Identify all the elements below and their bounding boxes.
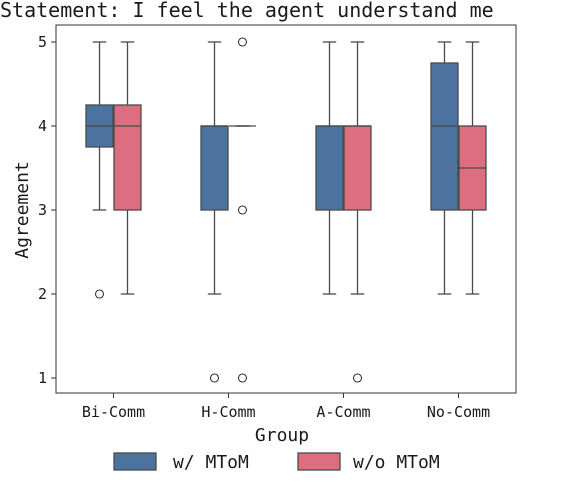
box-1-2 — [343, 41, 372, 383]
legend-swatch-0 — [113, 452, 157, 471]
x-tick-label: H-Comm — [201, 403, 255, 421]
box-0-1 — [200, 41, 229, 383]
y-axis-label: Agreement — [12, 161, 33, 259]
y-tick-label: 4 — [38, 117, 47, 135]
legend: w/ MToM w/o MToM — [113, 452, 440, 473]
chart-title: Statement: I feel the agent understand m… — [0, 0, 494, 22]
box-body — [343, 125, 372, 211]
y-tick-label: 5 — [38, 33, 47, 51]
outlier-point — [209, 373, 220, 383]
box-body — [315, 125, 344, 211]
box-1-1 — [229, 37, 256, 383]
y-axis-ticks: 1 2 3 4 5 — [38, 33, 56, 387]
box-body — [113, 104, 142, 211]
box-1-3 — [458, 41, 487, 295]
x-axis-label: Group — [255, 425, 309, 446]
box-series — [85, 37, 487, 383]
plot-frame — [55, 24, 517, 394]
legend-label-0: w/ MToM — [173, 452, 249, 473]
box-0-0 — [85, 41, 114, 299]
x-axis-ticks: Bi-Comm H-Comm A-Comm No-Comm — [82, 393, 490, 421]
outlier-point — [94, 289, 105, 299]
y-tick-label: 3 — [38, 201, 47, 219]
outlier-point — [352, 373, 363, 383]
box-body — [200, 125, 229, 211]
legend-swatch-1 — [297, 452, 341, 471]
y-tick-label: 2 — [38, 285, 47, 303]
box-1-0 — [113, 41, 142, 295]
x-tick-label: Bi-Comm — [82, 403, 145, 421]
x-tick-label: A-Comm — [316, 403, 370, 421]
box-0-2 — [315, 41, 344, 295]
x-tick-label: No-Comm — [427, 403, 490, 421]
y-tick-label: 1 — [38, 369, 47, 387]
box-0-3 — [430, 41, 459, 295]
outlier-point — [237, 37, 248, 47]
legend-label-1: w/o MToM — [353, 452, 440, 473]
outlier-point — [237, 205, 248, 215]
outlier-point — [237, 373, 248, 383]
box-body — [430, 62, 459, 211]
